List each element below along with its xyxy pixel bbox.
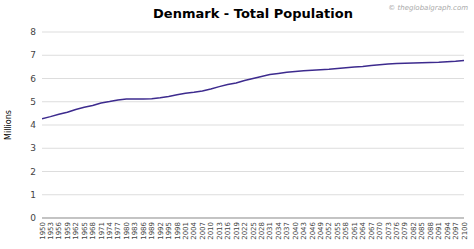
y-tick-label: 5 xyxy=(30,97,36,107)
x-axis-line xyxy=(42,218,464,219)
x-tick-label: 2100 xyxy=(461,222,469,240)
y-axis-label: Millions xyxy=(4,110,13,140)
title: Denmark - Total Population xyxy=(153,6,353,21)
x-tick-label: 1995 xyxy=(165,222,173,240)
x-tick-label: 2064 xyxy=(359,221,367,239)
grid-line xyxy=(42,125,464,126)
y-tick-label: 6 xyxy=(30,74,36,84)
x-tick-label: 2019 xyxy=(233,222,241,240)
x-tick-label: 2037 xyxy=(283,222,291,240)
x-tick-label: 2076 xyxy=(393,221,401,239)
x-tick-label: 1971 xyxy=(98,222,106,240)
y-tick-label: 7 xyxy=(30,50,36,60)
grid xyxy=(42,32,464,218)
x-tick-label: 2049 xyxy=(317,222,325,240)
x-tick-label: 2007 xyxy=(199,222,207,240)
x-tick-label: 1968 xyxy=(89,222,97,240)
y-tick-label: 2 xyxy=(30,167,36,177)
x-tick-label: 2070 xyxy=(376,222,384,240)
y-tick-label: 8 xyxy=(30,27,36,37)
x-tick-label: 2073 xyxy=(385,222,393,240)
x-tick-label: 2058 xyxy=(342,222,350,240)
x-tick-label: 2040 xyxy=(292,222,300,240)
x-tick-label: 1992 xyxy=(157,222,165,240)
chart: 0123456781950195319561959196219651968197… xyxy=(0,0,474,249)
grid-line xyxy=(42,148,464,149)
x-tick-label: 1986 xyxy=(140,221,148,239)
x-tick-label: 1953 xyxy=(47,222,55,240)
x-tick-label: 1950 xyxy=(39,222,47,240)
x-tick-label: 2016 xyxy=(224,221,232,239)
x-tick-label: 1959 xyxy=(64,222,72,240)
x-tick-label: 2004 xyxy=(190,221,198,239)
x-tick-label: 1956 xyxy=(55,221,63,239)
x-tick-label: 1983 xyxy=(131,222,139,240)
grid-line xyxy=(42,171,464,172)
x-tick-label: 2082 xyxy=(410,222,418,240)
x-tick-label: 2091 xyxy=(435,222,443,240)
x-tick-label: 2085 xyxy=(418,222,426,240)
x-tick-label: 1989 xyxy=(148,222,156,240)
x-tick-label: 2055 xyxy=(334,222,342,240)
x-tick-label: 2028 xyxy=(258,222,266,240)
x-tick-label: 2013 xyxy=(216,222,224,240)
x-tick-label: 2001 xyxy=(182,222,190,240)
x-tick-label: 2061 xyxy=(351,222,359,240)
watermark: © theglobalgraph.com xyxy=(388,4,468,12)
population-line xyxy=(42,61,464,119)
x-tick-label: 2067 xyxy=(368,222,376,240)
x-tick-label: 1962 xyxy=(72,222,80,240)
y-tick-label: 1 xyxy=(30,190,36,200)
x-tick-label: 2052 xyxy=(325,222,333,240)
x-tick-label: 2010 xyxy=(207,222,215,240)
y-tick-label: 4 xyxy=(30,120,36,130)
y-tick-label: 0 xyxy=(30,213,36,223)
x-tick-label: 2097 xyxy=(452,222,460,240)
grid-line xyxy=(42,194,464,195)
x-tick-label: 1977 xyxy=(114,222,122,240)
x-tick-label: 2025 xyxy=(250,222,258,240)
x-tick-label: 2022 xyxy=(241,222,249,240)
y-tick-label: 3 xyxy=(30,143,36,153)
grid-line xyxy=(42,218,464,219)
x-tick-label: 2046 xyxy=(309,221,317,239)
grid-line xyxy=(42,55,464,56)
x-tick-label: 2094 xyxy=(444,221,452,239)
x-tick-label: 1974 xyxy=(106,221,114,239)
x-tick-label: 2079 xyxy=(401,222,409,240)
x-tick-label: 1965 xyxy=(81,222,89,240)
plot-area xyxy=(42,61,464,119)
x-tick-label: 2031 xyxy=(266,222,274,240)
x-tick-label: 2034 xyxy=(275,221,283,239)
x-tick-label: 2088 xyxy=(427,222,435,240)
x-tick-label: 1980 xyxy=(123,222,131,240)
grid-line xyxy=(42,32,464,33)
x-tick-label: 2043 xyxy=(300,222,308,240)
x-tick-label: 1998 xyxy=(174,222,182,240)
